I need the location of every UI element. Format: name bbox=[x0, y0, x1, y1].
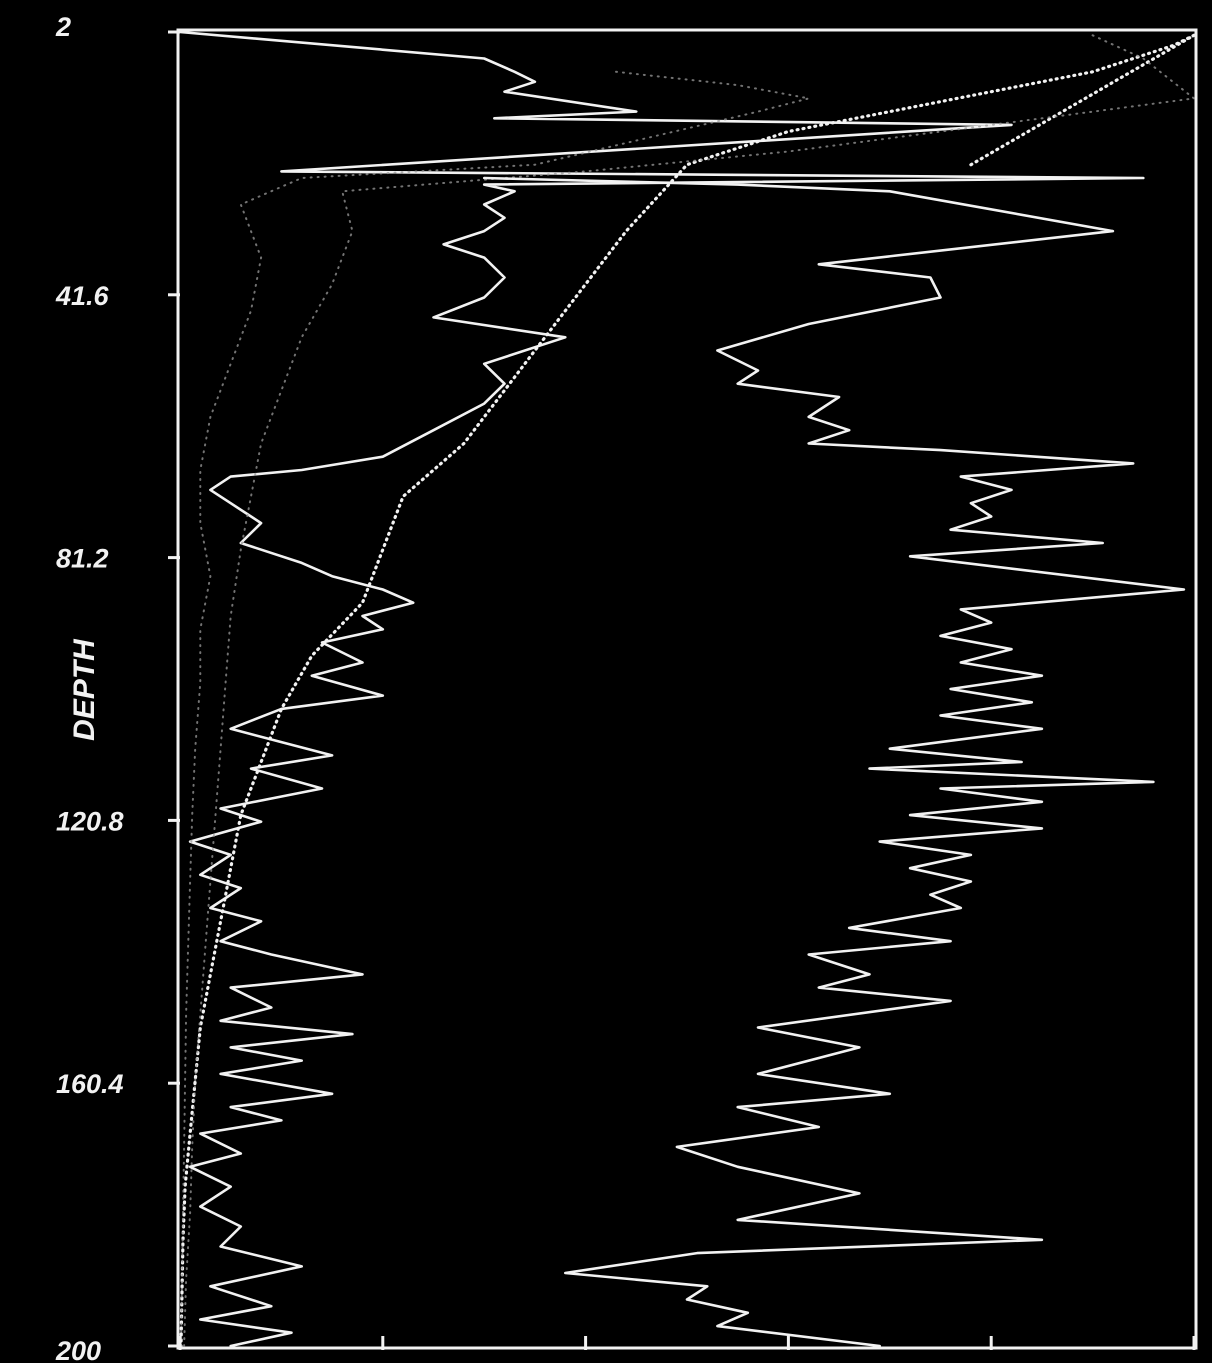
y-axis-title: DEPTH bbox=[68, 638, 101, 741]
tick-layer: 2 41.6 81.2 120.8 160.4 200 bbox=[55, 12, 1196, 1363]
y-tick-label: 120.8 bbox=[56, 806, 124, 836]
y-tick-label: 200 bbox=[55, 1336, 101, 1363]
series-line-5 bbox=[482, 176, 1186, 1348]
series-line-1 bbox=[178, 30, 1145, 1348]
series-line-4 bbox=[180, 70, 810, 1347]
y-tick-label: 2 bbox=[55, 12, 71, 42]
series-line-2 bbox=[179, 33, 1196, 1348]
y-tick-label: 81.2 bbox=[56, 544, 109, 574]
y-tick-label: 160.4 bbox=[56, 1069, 124, 1099]
plot-frame bbox=[176, 28, 1198, 1350]
series-line-3 bbox=[183, 34, 1195, 1347]
y-tick-label: 41.6 bbox=[55, 281, 110, 311]
series-layer bbox=[178, 30, 1196, 1348]
